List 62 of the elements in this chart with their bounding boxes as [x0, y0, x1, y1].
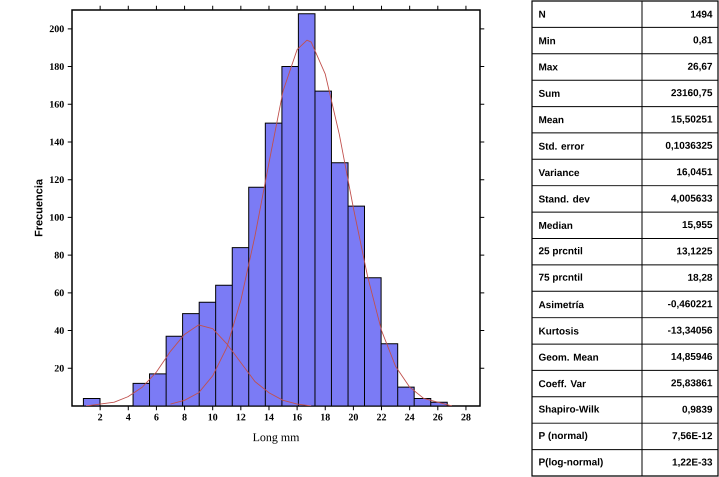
text: Median [539, 222, 572, 229]
y-tick-label: 140 [50, 138, 64, 146]
text: 15,50251 [672, 116, 712, 124]
x-tick-label: 4 [126, 414, 131, 420]
text: 13,1225 [677, 247, 712, 256]
y-tick-label: 100 [50, 214, 64, 221]
text: Max [539, 64, 558, 70]
text: 18,28 [688, 274, 712, 282]
x-tick-label: 12 [236, 414, 246, 420]
text: 15,955 [682, 221, 712, 230]
text: Stand. dev [538, 195, 590, 203]
x-tick-label: 16 [292, 414, 302, 420]
text: 75 prcntil [538, 273, 582, 283]
x-tick-label: 14 [264, 414, 274, 420]
y-axis-title: Frecuencia [34, 178, 42, 236]
text: -13,34056 [668, 326, 712, 336]
x-tick-label: 20 [348, 414, 358, 420]
y-tick-label: 200 [50, 25, 64, 32]
text: P (normal) [539, 432, 588, 442]
x-tick-label: 6 [154, 414, 159, 420]
text: Variance [538, 168, 580, 176]
y-tick-label: 180 [50, 63, 64, 70]
x-tick-label: 10 [208, 414, 218, 420]
text: 25,83861 [671, 379, 712, 388]
text: -0,460221 [668, 300, 712, 309]
text: 0,81 [693, 36, 712, 45]
text: Min [539, 36, 556, 44]
text: 23160,75 [671, 89, 712, 98]
text: Kurtosis [539, 327, 579, 335]
text: Mean [539, 116, 564, 124]
text: 0,9839 [682, 406, 712, 414]
text: 16,0451 [677, 168, 712, 177]
text: Std. error [538, 142, 584, 150]
text: 14,85946 [672, 352, 712, 362]
y-tick-label: 80 [54, 252, 64, 258]
text: Geom. Mean [538, 354, 598, 361]
y-tick-label: 40 [54, 327, 64, 334]
x-tick-label: 2 [98, 414, 102, 420]
text: Sum [538, 90, 560, 97]
y-tick-label: 160 [50, 100, 64, 108]
text: Shapiro-Wilk [538, 405, 600, 415]
text: 7,56E-12 [672, 432, 712, 441]
text: Asimetría [538, 300, 584, 308]
y-tick-label: 60 [54, 289, 64, 296]
text: N [539, 10, 546, 18]
x-tick-label: 18 [321, 414, 330, 420]
y-tick-label: 20 [54, 364, 64, 372]
x-tick-label: 26 [433, 414, 442, 420]
text: 4,005633 [671, 194, 712, 204]
text: Coeff. Var [538, 380, 586, 388]
x-tick-label: 24 [405, 414, 414, 420]
x-tick-label: 28 [461, 414, 471, 420]
text: 1494 [690, 10, 712, 18]
text: 26,67 [688, 62, 712, 72]
text: P(log-normal) [539, 458, 603, 468]
text: 1,22E-33 [672, 458, 712, 468]
text: 0,1036325 [666, 142, 712, 150]
x-axis-title: Long mm [252, 433, 300, 444]
x-tick-label: 22 [376, 414, 386, 420]
y-tick-label: 120 [50, 176, 64, 184]
text: 25 prcntil [538, 247, 582, 256]
x-tick-label: 8 [182, 414, 187, 420]
